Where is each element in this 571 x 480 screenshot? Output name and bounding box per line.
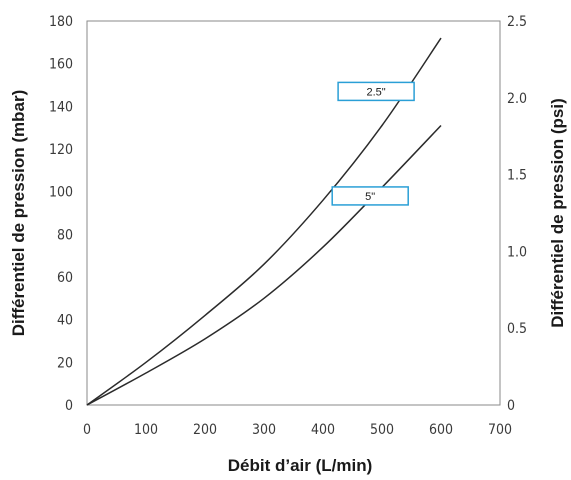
annotation-label: 5" xyxy=(365,191,375,203)
y-tick-label-left: 120 xyxy=(49,142,73,158)
y-tick-label-right: 1.0 xyxy=(507,244,527,260)
annotation-box xyxy=(337,81,415,102)
plot-frame xyxy=(86,20,501,406)
y-tick-label-left: 80 xyxy=(57,227,73,243)
y-tick-label-right: 0 xyxy=(507,398,515,414)
y-tick-label-right: 0.5 xyxy=(507,321,527,337)
y-axis-title-right: Différentiel de pression (psi) xyxy=(548,98,567,328)
series-annotations: 2.5" 5" xyxy=(331,81,415,206)
series-line-1 xyxy=(86,37,442,406)
y-tick-label-right: 2.5 xyxy=(507,14,527,30)
y-axis-title-left: Différentiel de pression (mbar) xyxy=(9,90,28,337)
y-tick-label-left: 180 xyxy=(49,14,73,30)
annotation-box xyxy=(331,186,409,206)
y-tick-label-right: 2.0 xyxy=(507,91,527,107)
y-tick-label-left: 40 xyxy=(57,313,73,329)
y-tick-label-left: 100 xyxy=(49,185,73,201)
x-axis-title: Débit d’air (L/min) xyxy=(228,456,373,475)
y-tick-label-right: 1.5 xyxy=(507,168,527,184)
y-tick-label-left: 20 xyxy=(57,355,73,371)
x-tick-label: 300 xyxy=(252,422,276,438)
series-line-2 xyxy=(86,124,442,406)
tick-labels: 0 100 200 300 400 500 600 700 0 20 40 60 80 100 120 140… xyxy=(49,14,527,438)
x-tick-label: 100 xyxy=(134,422,158,438)
y-tick-label-left: 60 xyxy=(57,270,73,286)
x-tick-label: 700 xyxy=(488,422,512,438)
annotation-label: 2.5" xyxy=(366,86,385,98)
x-tick-label: 500 xyxy=(370,422,394,438)
x-tick-label: 400 xyxy=(311,422,335,438)
y-tick-label-left: 0 xyxy=(65,398,73,414)
x-tick-label: 600 xyxy=(429,422,453,438)
x-tick-label: 200 xyxy=(193,422,217,438)
x-tick-label: 0 xyxy=(83,422,91,438)
y-tick-label-left: 140 xyxy=(49,99,73,115)
y-tick-label-left: 160 xyxy=(49,57,73,73)
